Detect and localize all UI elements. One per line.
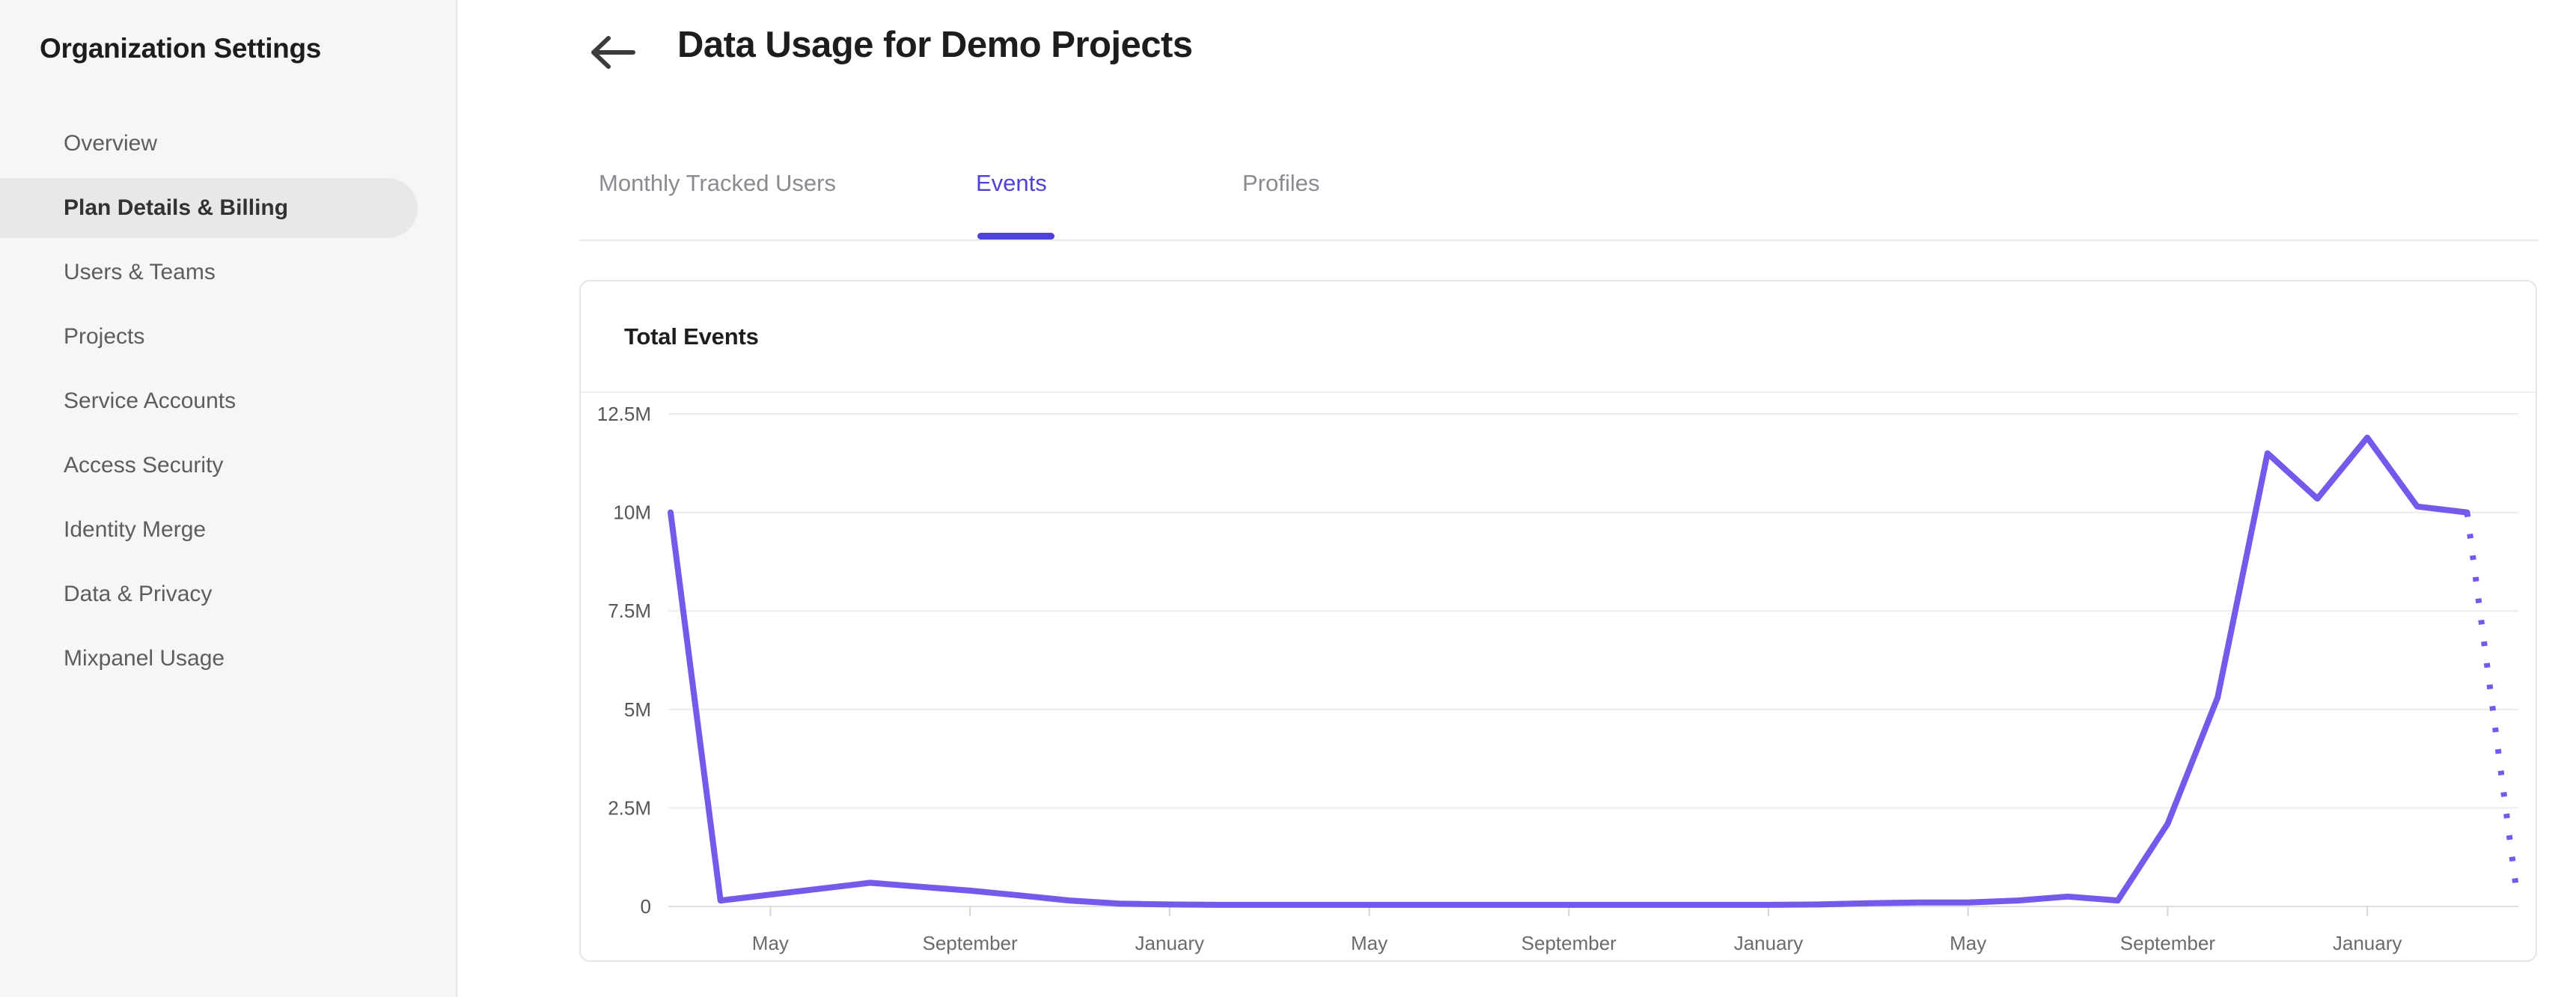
tab-divider: [579, 240, 2539, 241]
x-axis-label: January: [1734, 932, 1804, 954]
total-events-line-chart: 12.5M 10M 7.5M 5M 2.5M 0 May September January Ma…: [597, 403, 2521, 954]
total-events-chart: 12.5M 10M 7.5M 5M 2.5M 0 May September January Ma…: [581, 394, 2536, 961]
x-axis-label: January: [2333, 932, 2402, 954]
events-projection-line: [2464, 512, 2521, 895]
tab-monthly-tracked-users[interactable]: Monthly Tracked Users: [599, 170, 836, 196]
y-axis-label: 5M: [624, 698, 651, 721]
card-divider: [581, 391, 2536, 393]
chart-title: Total Events: [624, 323, 759, 350]
sidebar-item-overview[interactable]: Overview: [64, 131, 158, 156]
page-title: Data Usage for Demo Projects: [677, 25, 1193, 65]
x-axis-label: May: [1950, 932, 1986, 954]
sidebar-nav: Overview Plan Details & Billing Users & …: [0, 112, 457, 691]
y-axis-label: 0: [641, 895, 651, 918]
tab-profiles[interactable]: Profiles: [1242, 170, 1320, 196]
x-axis-label: May: [1351, 932, 1388, 954]
tab-events[interactable]: Events: [976, 170, 1047, 196]
y-axis-label: 12.5M: [597, 403, 651, 425]
sidebar-item-service-accounts[interactable]: Service Accounts: [64, 388, 236, 413]
x-axis-label: May: [752, 932, 789, 954]
total-events-card: Total Events 12.5M 10M 7.5M 5M 2.5M 0 May Septe…: [579, 280, 2537, 962]
sidebar-item-plan-details-billing[interactable]: Plan Details & Billing: [0, 178, 418, 238]
back-button[interactable]: [588, 30, 638, 75]
y-axis-label: 2.5M: [608, 796, 651, 819]
sidebar-item-mixpanel-usage[interactable]: Mixpanel Usage: [64, 646, 225, 671]
active-tab-underline: [977, 233, 1054, 240]
x-axis-label: September: [922, 932, 1018, 954]
sidebar-item-identity-merge[interactable]: Identity Merge: [64, 517, 207, 542]
y-axis-label: 10M: [613, 501, 651, 524]
x-axis-label: September: [2120, 932, 2216, 954]
sidebar-item-access-security[interactable]: Access Security: [64, 453, 224, 478]
y-axis-label: 7.5M: [608, 600, 651, 622]
sidebar-title: Organization Settings: [40, 33, 322, 64]
sidebar: Organization Settings Overview Plan Deta…: [0, 0, 457, 997]
events-line: [668, 434, 2470, 908]
sidebar-item-projects[interactable]: Projects: [64, 324, 145, 349]
left-arrow-icon: [591, 36, 635, 69]
sidebar-item-users-teams[interactable]: Users & Teams: [64, 260, 216, 284]
sidebar-item-data-privacy[interactable]: Data & Privacy: [64, 582, 213, 606]
x-axis-label: September: [1522, 932, 1617, 954]
x-axis-label: January: [1135, 932, 1205, 954]
